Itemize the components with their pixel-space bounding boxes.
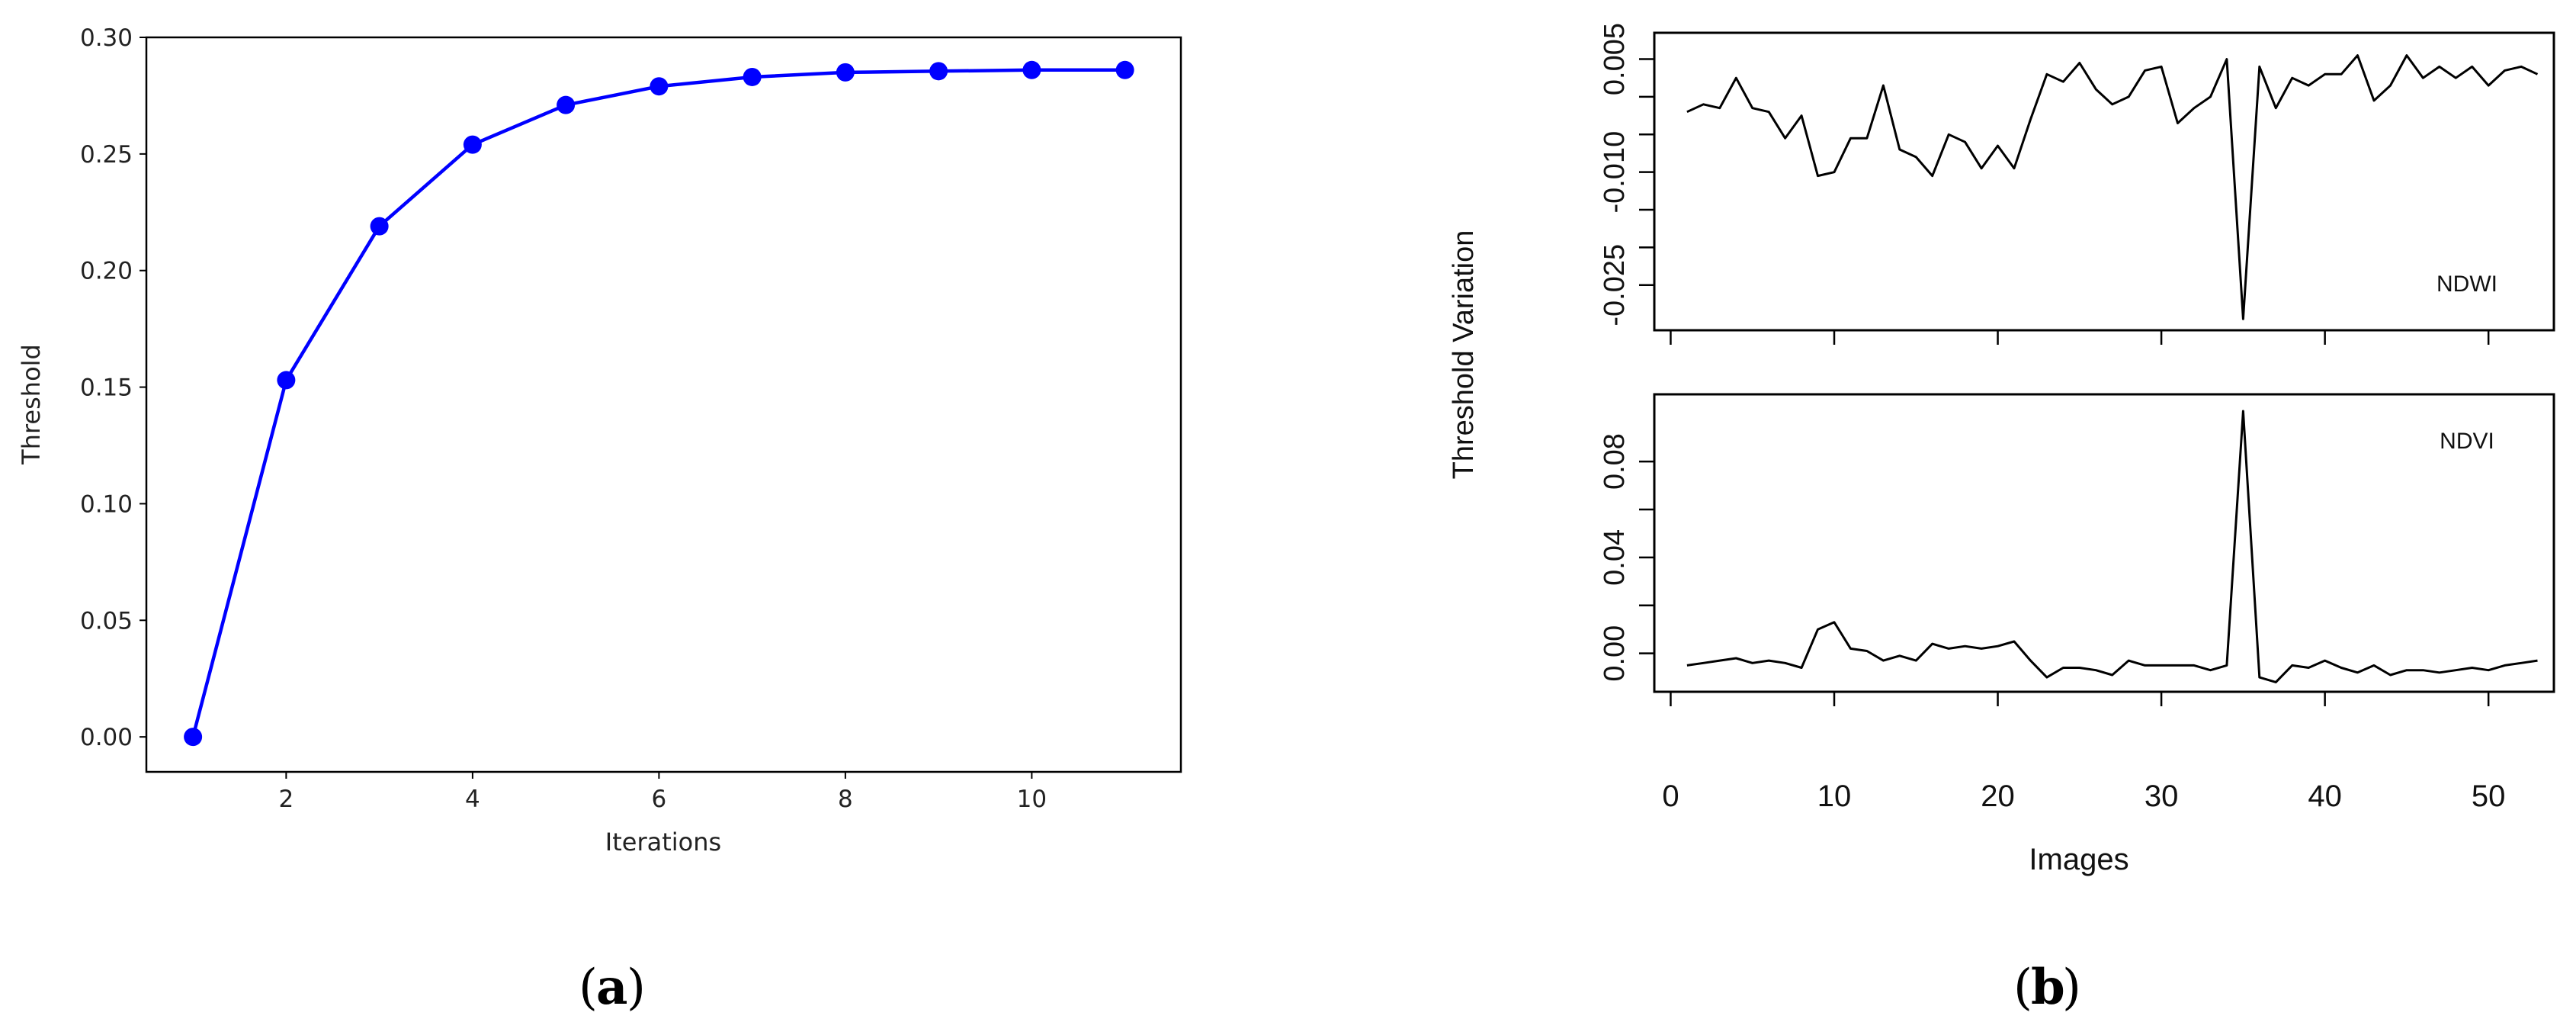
chart-a-point (836, 63, 855, 82)
chart-a-ylabel: Threshold (17, 344, 46, 465)
chart-a-series (184, 60, 1134, 747)
chart-b-ndwi-ytick-label: -0.025 (1599, 244, 1631, 326)
chart-b-ndwi-x-ticks (1670, 330, 2490, 345)
caption-b: ( b ) (2013, 959, 2081, 1016)
chart-b-x-axis: 0 10 20 30 40 50 (1662, 692, 2505, 813)
caption-a: ( a ) (579, 959, 646, 1016)
chart-a-xtick-label: 4 (465, 786, 480, 813)
chart-b-xtick-label: 10 (1817, 779, 1852, 813)
svg-text:(: ( (579, 959, 598, 1016)
chart-b-ndvi-ytick-label: 0.08 (1599, 433, 1631, 490)
chart-b-xtick-label: 50 (2472, 779, 2506, 813)
svg-text:): ) (2062, 959, 2081, 1016)
chart-a-ytick-label: 0.30 (80, 24, 133, 52)
chart-b-xtick-label: 20 (1981, 779, 2015, 813)
chart-b-ndwi-frame (1653, 31, 2555, 332)
chart-a-point (650, 77, 669, 96)
chart-a-point (1022, 60, 1041, 79)
chart-a-point (557, 95, 576, 114)
chart-a-point (929, 62, 948, 81)
chart-a-xtick-label: 2 (279, 786, 294, 813)
chart-a-point (1115, 60, 1134, 79)
chart-b-ndwi-line (1686, 54, 2539, 320)
chart-b-ndvi-frame (1653, 393, 2555, 693)
chart-a: 0.00 0.05 0.10 0.15 0.20 0.25 0.30 2 4 6 8 10 Thre… (17, 24, 1182, 857)
chart-a-ytick-label: 0.15 (80, 374, 133, 402)
chart-b-ndvi-series (1686, 410, 2538, 683)
chart-a-point (743, 67, 762, 86)
chart-a-xtick-label: 6 (652, 786, 667, 813)
chart-b-shared-ylabel: Threshold Variation (1448, 230, 1480, 480)
chart-b-ndwi-label: NDWI (2436, 272, 2497, 297)
chart-a-ytick-label: 0.00 (80, 724, 133, 751)
chart-a-point (463, 135, 482, 154)
chart-a-point (277, 371, 296, 390)
chart-b-xtick-label: 40 (2308, 779, 2342, 813)
chart-a-y-axis: 0.00 0.05 0.10 0.15 0.20 0.25 0.30 (80, 24, 146, 751)
chart-a-point (184, 728, 203, 747)
chart-a-x-axis: 2 4 6 8 10 (279, 772, 1047, 813)
chart-a-xtick-label: 8 (838, 786, 853, 813)
chart-b-ndvi-ytick-label: 0.04 (1599, 529, 1631, 586)
chart-b-xtick-label: 30 (2145, 779, 2179, 813)
svg-text:(: ( (2013, 959, 2032, 1016)
chart-b-ndwi-series (1686, 54, 2539, 320)
caption-b-letter: b (2031, 959, 2065, 1016)
chart-a-xlabel: Iterations (605, 828, 721, 857)
chart-b-ndvi-label: NDVI (2440, 429, 2494, 454)
chart-a-ytick-label: 0.05 (80, 607, 133, 635)
chart-b-ndvi-line (1686, 410, 2538, 683)
chart-a-plot-frame (145, 36, 1182, 773)
chart-b-ndvi-ytick-label: 0.00 (1599, 625, 1631, 682)
chart-a-ytick-label: 0.25 (80, 141, 133, 169)
chart-b-xlabel: Images (2029, 843, 2128, 876)
chart-a-series-line (191, 68, 1125, 738)
chart-b-ndvi-y-axis: 0.00 0.04 0.08 (1599, 433, 1654, 682)
chart-a-point (370, 217, 389, 236)
caption-a-letter: a (596, 959, 627, 1016)
chart-b-ndwi-y-axis: 0.005 -0.010 -0.025 (1599, 23, 1654, 326)
chart-a-ytick-label: 0.10 (80, 490, 133, 518)
chart-a-xtick-label: 10 (1017, 786, 1047, 813)
chart-b-ndwi-ytick-label: 0.005 (1599, 23, 1631, 95)
chart-b-ndwi-ytick-label: -0.010 (1599, 131, 1631, 214)
chart-b: 0.005 -0.010 -0.025 0.00 0.04 0.08 0 10 20 30 40… (1448, 23, 2555, 876)
svg-text:): ) (627, 959, 646, 1016)
chart-a-ytick-label: 0.20 (80, 258, 133, 285)
chart-b-xtick-label: 0 (1662, 779, 1679, 813)
